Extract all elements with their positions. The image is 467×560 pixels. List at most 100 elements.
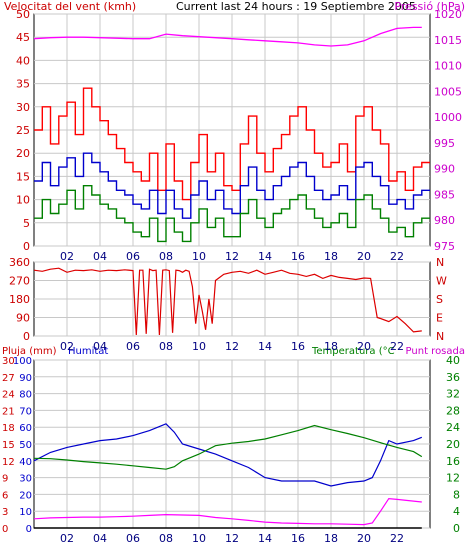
compass-tick: E xyxy=(436,312,443,325)
x-tick-label: 16 xyxy=(291,340,305,353)
dewpoint-label: Punt rosada xyxy=(406,346,465,357)
temperature-tick: 16 xyxy=(446,455,460,468)
compass-tick: S xyxy=(436,293,443,306)
x-tick-label: 10 xyxy=(192,532,206,545)
pressure-tick: 980 xyxy=(434,214,455,227)
rain-label: Pluja (mm) xyxy=(2,346,57,357)
x-tick-label: 10 xyxy=(192,250,206,263)
direction-tick: 270 xyxy=(9,275,30,288)
x-tick-label: 14 xyxy=(258,340,272,353)
temperature-tick: 0 xyxy=(453,522,460,535)
x-tick-label: 04 xyxy=(93,250,107,263)
humidity-tick: 90 xyxy=(19,373,32,384)
temperature-tick: 40 xyxy=(446,354,460,367)
humidity-label: Humitat xyxy=(68,346,108,357)
x-tick-label: 08 xyxy=(159,340,173,353)
x-tick-label: 16 xyxy=(291,532,305,545)
rain-tick: 12 xyxy=(2,457,15,468)
series-pressure xyxy=(33,26,422,47)
humidity-tick: 100 xyxy=(13,356,32,367)
humidity-tick: 60 xyxy=(19,423,32,434)
humidity-tick: 80 xyxy=(19,390,32,401)
pressure-tick: 990 xyxy=(434,163,455,176)
pressure-label: Pressió (hPa) xyxy=(394,0,465,13)
x-tick-label: 18 xyxy=(324,340,338,353)
x-tick-label: 14 xyxy=(258,532,272,545)
x-tick-label: 14 xyxy=(258,250,272,263)
wind-speed-tick: 0 xyxy=(23,240,30,253)
wind-speed-tick: 15 xyxy=(16,170,30,183)
humidity-tick: 20 xyxy=(19,490,32,501)
series-humidity xyxy=(33,423,423,487)
x-tick-label: 20 xyxy=(357,340,371,353)
wind-speed-tick: 5 xyxy=(23,217,30,230)
rain-tick: 15 xyxy=(2,440,15,451)
x-tick-label: 12 xyxy=(225,250,239,263)
chart-title: Current last 24 hours : 19 Septiembre 20… xyxy=(176,0,416,13)
x-tick-label: 02 xyxy=(60,532,74,545)
x-tick-label: 22 xyxy=(390,250,404,263)
series-direction xyxy=(33,267,422,336)
humidity-tick: 50 xyxy=(19,440,32,451)
humidity-tick: 0 xyxy=(26,524,32,535)
wind-speed-tick: 35 xyxy=(16,78,30,91)
rain-tick: 30 xyxy=(2,356,15,367)
pressure-tick: 995 xyxy=(434,137,455,150)
rain-tick: 27 xyxy=(2,373,15,384)
humidity-tick: 40 xyxy=(19,457,32,468)
x-tick-label: 08 xyxy=(159,532,173,545)
x-tick-label: 02 xyxy=(60,340,74,353)
direction-tick: 180 xyxy=(9,293,30,306)
pressure-tick: 1005 xyxy=(434,85,462,98)
rain-tick: 6 xyxy=(2,490,8,501)
temperature-tick: 32 xyxy=(446,388,460,401)
x-tick-label: 08 xyxy=(159,250,173,263)
chart-layer: 02 04 06 08 10 12 14 16 18 20 22051015202530354045… xyxy=(2,8,462,545)
x-tick-label: 06 xyxy=(126,340,140,353)
wind-speed-tick: 20 xyxy=(16,147,30,160)
wind-speed-tick: 30 xyxy=(16,101,30,114)
pressure-tick: 1020 xyxy=(434,8,462,21)
temperature-tick: 36 xyxy=(446,371,460,384)
temperature-tick: 8 xyxy=(453,488,460,501)
temperature-tick: 28 xyxy=(446,404,460,417)
x-tick-label: 20 xyxy=(357,532,371,545)
pressure-tick: 975 xyxy=(434,240,455,253)
x-tick-label: 18 xyxy=(324,250,338,263)
direction-tick: 90 xyxy=(16,312,30,325)
humidity-tick: 30 xyxy=(19,474,32,485)
rain-tick: 9 xyxy=(2,474,8,485)
rain-tick: 21 xyxy=(2,406,15,417)
rain-tick: 18 xyxy=(2,423,15,434)
series-gust xyxy=(34,87,430,201)
x-tick-label: 20 xyxy=(357,250,371,263)
x-tick-label: 12 xyxy=(225,340,239,353)
x-tick-label: 06 xyxy=(126,250,140,263)
temperature-tick: 24 xyxy=(446,421,460,434)
pressure-tick: 1015 xyxy=(434,34,462,47)
pressure-tick: 1010 xyxy=(434,60,462,73)
temperature-tick: 12 xyxy=(446,472,460,485)
compass-tick: N xyxy=(436,330,444,343)
temperature-tick: 4 xyxy=(453,505,460,518)
x-tick-label: 10 xyxy=(192,340,206,353)
x-tick-label: 12 xyxy=(225,532,239,545)
wind-speed-tick: 45 xyxy=(16,31,30,44)
x-tick-label: 22 xyxy=(390,532,404,545)
compass-tick: W xyxy=(436,275,447,288)
x-tick-label: 02 xyxy=(60,250,74,263)
wind-speed-label: Velocitat del vent (kmh) xyxy=(4,0,136,13)
x-tick-label: 04 xyxy=(93,340,107,353)
pressure-tick: 985 xyxy=(434,188,455,201)
temperature-tick: 20 xyxy=(446,438,460,451)
compass-tick: N xyxy=(436,256,444,269)
x-tick-label: 22 xyxy=(390,340,404,353)
series-min xyxy=(34,185,430,243)
wind-speed-tick: 40 xyxy=(16,54,30,67)
rain-tick: 24 xyxy=(2,390,15,401)
humidity-tick: 70 xyxy=(19,406,32,417)
x-tick-label: 16 xyxy=(291,250,305,263)
rain-tick: 3 xyxy=(2,507,8,518)
